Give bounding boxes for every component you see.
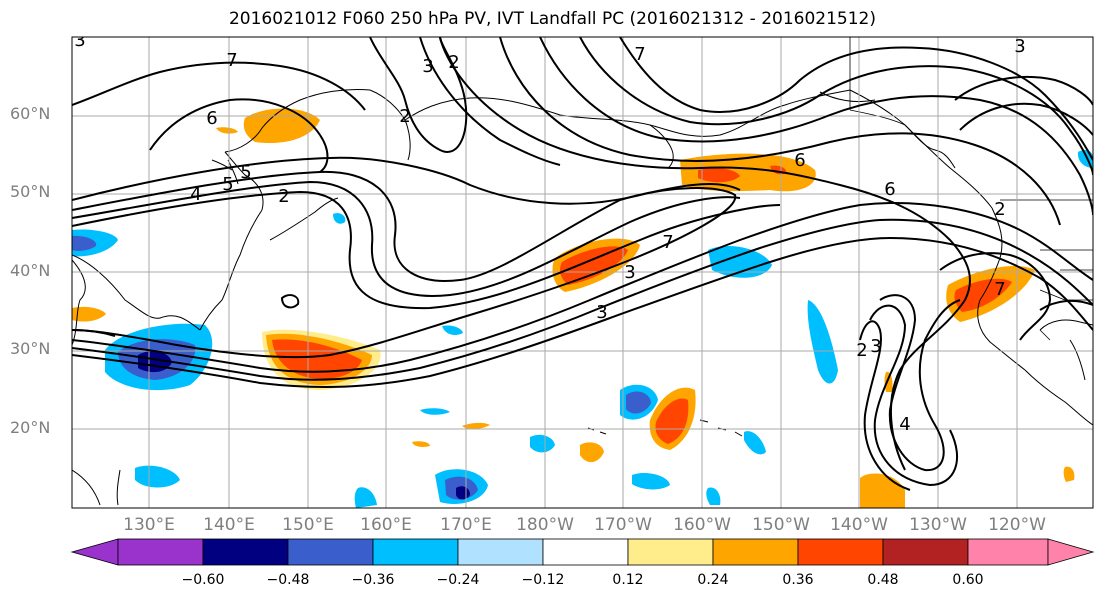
lon-label: 160°W <box>673 515 731 535</box>
lon-label: 140°W <box>830 515 888 535</box>
lon-label: 140°E <box>203 515 255 535</box>
colorbar-tick-label: 0.60 <box>952 572 984 588</box>
anomaly-fill-neg <box>626 391 651 414</box>
anomaly-fill-pos <box>412 441 430 447</box>
anomaly-fill-pos <box>560 246 628 285</box>
contour-label: 2 <box>856 340 867 361</box>
colorbar-segment <box>287 538 374 566</box>
contour-label: 6 <box>794 150 805 171</box>
anomaly-fill-pos <box>884 371 893 392</box>
colorbar-segment <box>712 538 799 566</box>
lat-label: 50°N <box>10 182 51 201</box>
colorbar-tick-label: 0.48 <box>867 572 899 588</box>
plot-frame <box>71 36 1094 509</box>
contour-label: 7 <box>226 50 237 71</box>
anomaly-fill-neg <box>530 434 555 453</box>
contour-label: 2 <box>399 106 410 127</box>
anomaly-fill-neg <box>333 213 346 224</box>
contour-label: 3 <box>596 302 607 323</box>
colorbar-segment <box>542 538 629 566</box>
anomaly-fill-neg <box>708 245 772 278</box>
colorbar-tick-label: −0.36 <box>351 572 395 588</box>
pv-contours <box>72 37 1093 491</box>
anomaly-fill-neg <box>135 465 180 488</box>
contour-label: 3 <box>1014 36 1025 57</box>
colorbar-segment <box>797 538 884 566</box>
colorbar-segment <box>202 538 289 566</box>
lat-label: 30°N <box>10 339 51 358</box>
plot-area: 7 6 3 2 5 4 5 2 2 3 3 7 6 7 6 3 2 3 7 3 … <box>72 30 1093 508</box>
contour-label: 2 <box>448 52 459 73</box>
colorbar-tick-label: −0.60 <box>181 572 225 588</box>
anomaly-fill-pos <box>72 306 106 322</box>
lon-label: 130°E <box>123 515 175 535</box>
lat-label: 60°N <box>10 104 51 123</box>
colorbar-tick-label: −0.12 <box>521 572 565 588</box>
anomaly-fill-pos <box>1063 466 1075 482</box>
anomaly-fill-pos <box>272 339 362 380</box>
colorbar-tick-label: 0.12 <box>612 572 644 588</box>
colorbar-extend-high <box>1047 538 1095 566</box>
anomaly-fill-neg <box>807 300 838 384</box>
contour-label: 7 <box>634 44 645 65</box>
colorbar-segment <box>372 538 459 566</box>
contour-label: 7 <box>994 279 1005 300</box>
colorbar-tick-label: 0.36 <box>782 572 814 588</box>
anomaly-fill-pos <box>655 398 689 444</box>
contour-label: 4 <box>190 184 201 205</box>
lon-label: 180°W <box>516 515 574 535</box>
lon-label: 170°W <box>594 515 652 535</box>
anomaly-fill-neg <box>706 487 721 505</box>
contour-label: 5 <box>240 162 251 183</box>
contour-label: 4 <box>899 414 910 435</box>
contour-labels: 7 6 3 2 5 4 5 2 2 3 3 7 6 7 6 3 2 3 7 3 … <box>74 30 1025 435</box>
anomaly-fill-neg <box>632 473 670 490</box>
colorbar-extend-low <box>70 538 119 566</box>
colorbar-segment <box>627 538 714 566</box>
lon-label: 120°W <box>988 515 1046 535</box>
anomaly-fill-neg <box>420 408 450 415</box>
contour-label: 3 <box>624 262 635 283</box>
colorbar-segment <box>117 538 204 566</box>
anomaly-fill-pos <box>580 442 604 463</box>
lat-label: 40°N <box>10 261 51 280</box>
colorbar <box>70 538 1095 566</box>
anomaly-fills <box>72 108 1093 508</box>
colorbar-tick-label: 0.24 <box>697 572 729 588</box>
colorbar-segment <box>457 538 544 566</box>
anomaly-fill-neg <box>354 487 377 508</box>
map-title: 2016021012 F060 250 hPa PV, IVT Landfall… <box>228 9 876 29</box>
anomaly-fill-neg <box>72 235 97 251</box>
contour-label: 2 <box>994 199 1005 220</box>
contour-label: 2 <box>278 186 289 207</box>
contour-label: 3 <box>870 336 881 357</box>
contour-label: 3 <box>422 56 433 77</box>
anomaly-fill-pos <box>698 168 740 183</box>
lon-label: 130°W <box>909 515 967 535</box>
colorbar-segment <box>967 538 1049 566</box>
colorbar-tick-label: −0.24 <box>436 572 480 588</box>
contour-label: 7 <box>662 232 673 253</box>
contour-label: 6 <box>884 179 895 200</box>
lat-label: 20°N <box>10 418 51 437</box>
contour-label: 3 <box>74 30 85 51</box>
lon-label: 160°E <box>360 515 412 535</box>
colorbar-tick-label: −0.48 <box>266 572 310 588</box>
anomaly-fill-pos <box>216 127 238 134</box>
anomaly-fill-neg <box>442 325 463 335</box>
lon-label: 150°W <box>752 515 810 535</box>
contour-label: 6 <box>206 108 217 129</box>
contour-label: 5 <box>222 174 233 195</box>
lon-label: 170°E <box>440 515 492 535</box>
colorbar-segment <box>882 538 969 566</box>
anomaly-fill-neg <box>744 431 766 455</box>
lon-label: 150°E <box>282 515 334 535</box>
anomaly-fill-pos <box>462 422 490 430</box>
